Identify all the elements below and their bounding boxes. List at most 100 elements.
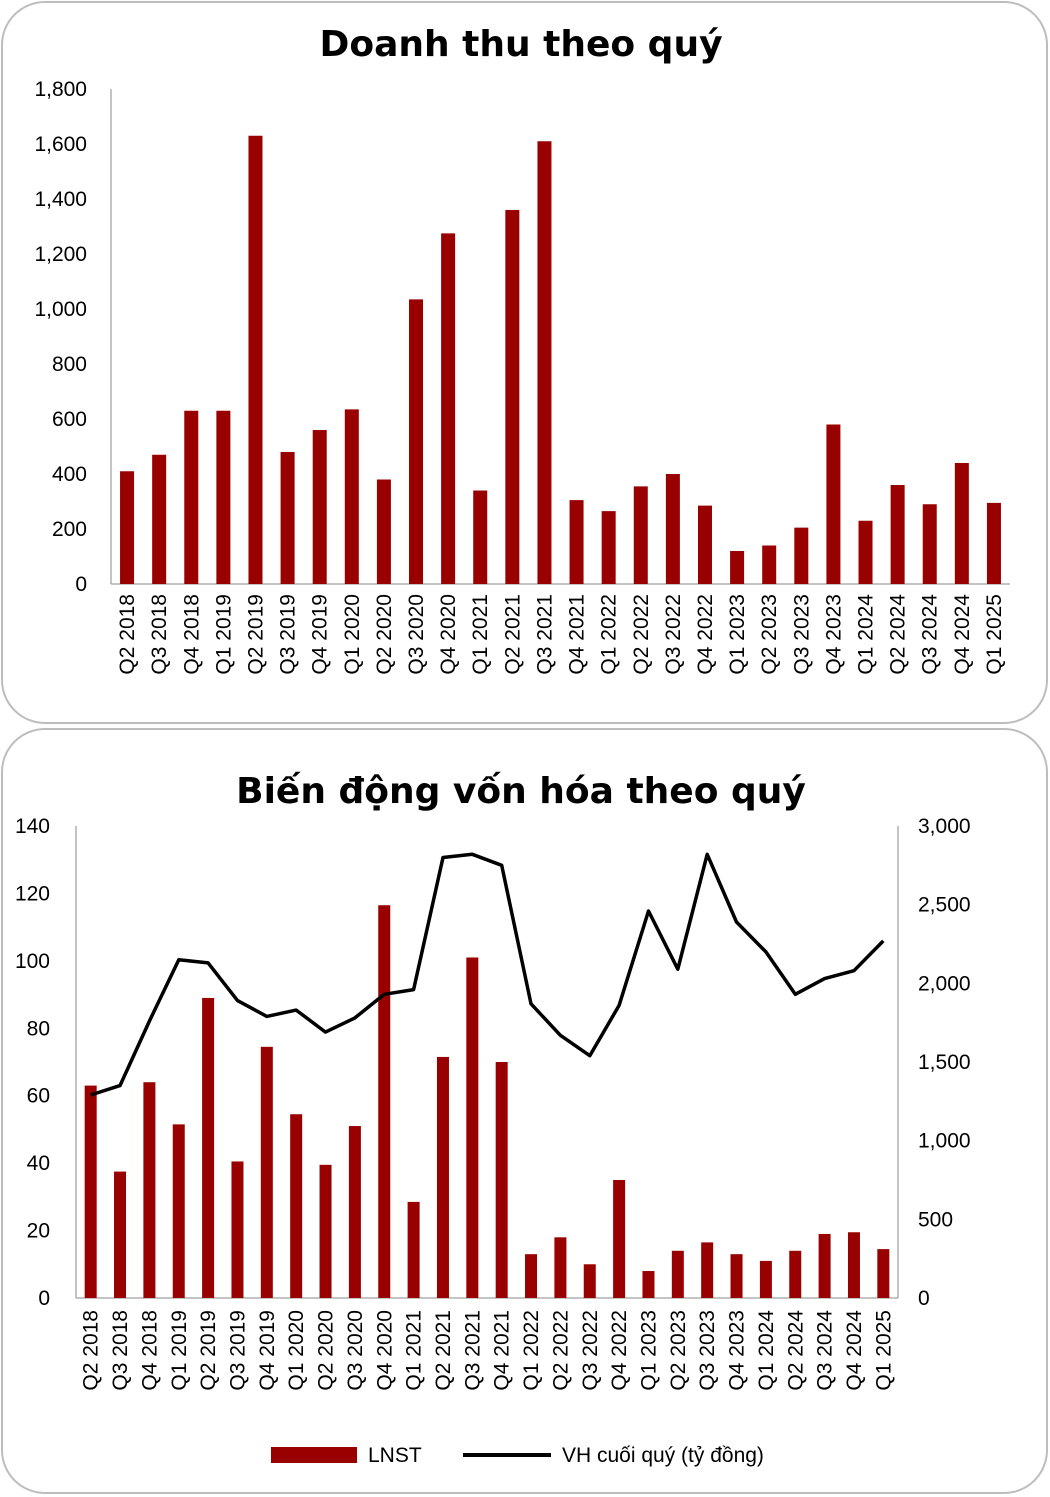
- bar-q4-2021: [569, 500, 584, 584]
- y-left-tick-label: 0: [38, 1287, 50, 1310]
- lnst-bar-q2-2018: [84, 1085, 97, 1298]
- x-tick-label: Q2 2020: [373, 594, 396, 675]
- bar-q2-2023: [762, 545, 777, 584]
- bar-q3-2020: [409, 299, 424, 584]
- x-tick-label: Q3 2021: [533, 594, 556, 675]
- y-right-tick-label: 0: [918, 1287, 930, 1310]
- bar-q2-2024: [890, 485, 905, 584]
- x-tick-label: Q3 2022: [662, 594, 685, 675]
- x-tick-label: Q1 2021: [403, 1310, 426, 1391]
- x-tick-label: Q3 2024: [919, 594, 942, 675]
- y-tick-label: 800: [52, 353, 87, 376]
- lnst-bar-q1-2020: [290, 1114, 303, 1298]
- y-left-tick-label: 100: [15, 950, 50, 973]
- bar-q1-2022: [601, 511, 616, 584]
- y-left-tick-label: 80: [27, 1017, 50, 1040]
- x-tick-label: Q3 2020: [405, 594, 428, 675]
- bar-q3-2021: [537, 141, 552, 584]
- x-tick-label: Q4 2023: [822, 594, 845, 675]
- bar-q2-2022: [633, 486, 648, 584]
- lnst-bar-q3-2019: [231, 1161, 244, 1298]
- x-tick-label: Q2 2024: [887, 594, 910, 675]
- lnst-bar-q4-2021: [495, 1062, 508, 1298]
- lnst-bar-q2-2024: [789, 1250, 802, 1298]
- x-tick-label: Q4 2023: [726, 1310, 749, 1391]
- legend-vh-label: VH cuối quý (tỷ đồng): [562, 1444, 764, 1467]
- y-tick-label: 1,800: [34, 78, 87, 101]
- revenue-chart-title: Doanh thu theo quý: [319, 24, 722, 65]
- bar-q1-2020: [344, 409, 359, 584]
- bar-q2-2018: [120, 471, 135, 584]
- y-left-tick-label: 120: [15, 882, 50, 905]
- lnst-bar-q3-2023: [701, 1242, 714, 1298]
- x-tick-label: Q4 2022: [694, 594, 717, 675]
- lnst-bar-q2-2022: [554, 1237, 567, 1298]
- x-tick-label: Q1 2024: [855, 594, 878, 675]
- x-tick-label: Q4 2024: [843, 1310, 866, 1391]
- y-right-tick-label: 1,500: [918, 1051, 971, 1074]
- lnst-bar-q1-2019: [172, 1124, 185, 1298]
- legend-lnst-label: LNST: [368, 1444, 422, 1467]
- x-tick-label: Q2 2018: [80, 1310, 103, 1391]
- y-left-tick-label: 140: [15, 815, 50, 838]
- revenue-chart: Doanh thu theo quý 0 200 400 600 800 1,000 1,2…: [34, 24, 1010, 675]
- y-tick-label: 600: [52, 408, 87, 431]
- lnst-bar-q3-2022: [583, 1264, 596, 1298]
- y-left-tick-label: 40: [27, 1152, 50, 1175]
- x-tick-label: Q4 2020: [373, 1310, 396, 1391]
- bar-q4-2023: [826, 424, 841, 584]
- y-tick-label: 1,600: [34, 133, 87, 156]
- x-tick-label: Q1 2022: [520, 1310, 543, 1391]
- y-left-tick-label: 20: [27, 1220, 50, 1243]
- bar-q1-2023: [730, 551, 745, 584]
- lnst-bar-q4-2020: [378, 905, 391, 1298]
- lnst-bar-q1-2025: [877, 1249, 890, 1298]
- x-tick-label: Q2 2019: [197, 1310, 220, 1391]
- bar-q1-2024: [858, 520, 873, 584]
- y-right-tick-label: 3,000: [918, 815, 971, 838]
- x-tick-label: Q4 2021: [491, 1310, 514, 1391]
- x-tick-label: Q3 2023: [790, 594, 813, 675]
- lnst-bar-q2-2023: [671, 1250, 684, 1298]
- x-tick-label: Q1 2019: [168, 1310, 191, 1391]
- x-tick-label: Q1 2024: [755, 1310, 778, 1391]
- x-tick-label: Q3 2021: [461, 1310, 484, 1391]
- x-tick-label: Q3 2022: [579, 1310, 602, 1391]
- bar-q4-2024: [954, 463, 969, 584]
- y-tick-label: 0: [75, 573, 87, 596]
- x-tick-label: Q2 2022: [549, 1310, 572, 1391]
- y-tick-label: 400: [52, 463, 87, 486]
- x-tick-label: Q2 2020: [315, 1310, 338, 1391]
- bar-q1-2021: [473, 490, 488, 584]
- x-tick-label: Q4 2022: [608, 1310, 631, 1391]
- x-tick-label: Q2 2019: [244, 594, 267, 675]
- x-tick-label: Q3 2024: [814, 1310, 837, 1391]
- market-cap-chart-panel: [1, 728, 1048, 1494]
- y-right-tick-label: 2,500: [918, 894, 971, 917]
- x-tick-label: Q3 2019: [277, 594, 300, 675]
- y-left-tick-label: 60: [27, 1085, 50, 1108]
- lnst-bar-q4-2023: [730, 1254, 743, 1298]
- x-tick-label: Q1 2025: [983, 594, 1006, 675]
- x-tick-label: Q4 2018: [138, 1310, 161, 1391]
- bar-q3-2022: [665, 474, 680, 584]
- bar-q2-2021: [505, 210, 520, 584]
- y-tick-label: 1,200: [34, 243, 87, 266]
- lnst-bar-q4-2024: [847, 1232, 860, 1298]
- bar-q4-2022: [697, 505, 712, 584]
- lnst-bar-q2-2020: [319, 1164, 332, 1298]
- x-tick-label: Q2 2022: [630, 594, 653, 675]
- bar-q3-2018: [152, 454, 167, 584]
- lnst-bar-q3-2020: [348, 1126, 361, 1298]
- y-tick-label: 200: [52, 518, 87, 541]
- lnst-bar-q4-2019: [260, 1046, 273, 1298]
- x-tick-label: Q4 2020: [437, 594, 460, 675]
- x-tick-label: Q3 2018: [109, 1310, 132, 1391]
- y-right-tick-label: 1,000: [918, 1130, 971, 1153]
- lnst-bar-q1-2024: [759, 1260, 772, 1298]
- lnst-bar-q3-2021: [466, 957, 479, 1298]
- x-tick-label: Q4 2018: [180, 594, 203, 675]
- x-tick-label: Q1 2019: [212, 594, 235, 675]
- x-tick-label: Q3 2020: [344, 1310, 367, 1391]
